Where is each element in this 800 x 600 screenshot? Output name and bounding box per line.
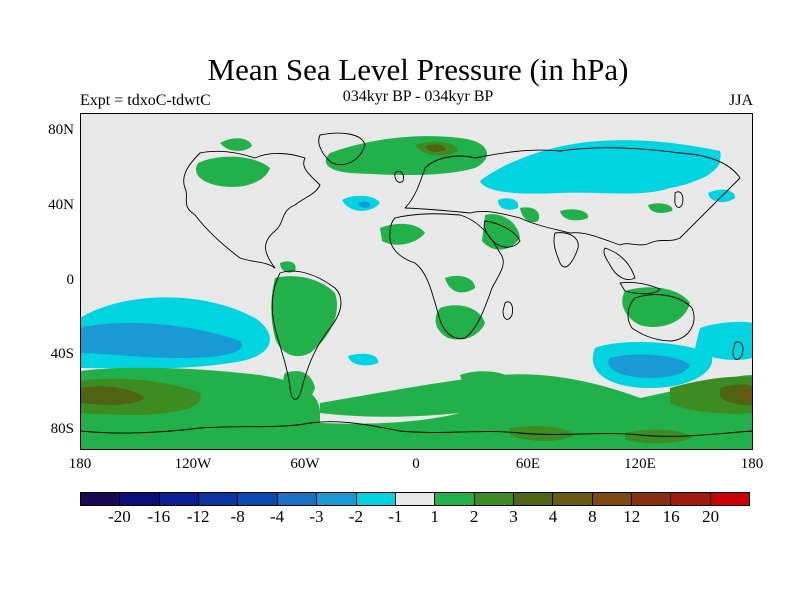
colorbar-swatch [199,493,239,505]
colorbar-label: 1 [430,507,439,526]
anomaly-cyan-south-atlantic [348,353,379,366]
colorbar [80,492,750,506]
coast-south-america [271,270,342,400]
colorbar-label: -3 [309,507,324,526]
y-tick-label: 40S [50,346,74,362]
colorbar-label: 2 [469,507,479,526]
anomaly-green-africa-central [445,275,475,293]
colorbar-swatch [474,493,514,505]
anomaly-cyan-pacific-west [708,189,735,203]
anomaly-background-antarctic-gap [320,413,460,424]
colorbar-swatch [671,493,711,505]
map-frame [80,113,753,450]
coast-indonesia [619,282,661,295]
anomaly-brown-tasman-south [738,389,753,401]
coast-greenland [318,132,366,165]
colorbar-label: -1 [388,507,403,526]
coast-north-america [183,150,321,269]
colorbar-label: 3 [509,507,518,526]
coast-new-zealand [732,341,744,360]
anomaly-green-canada [195,156,270,188]
anomaly-green-asia [520,207,540,223]
colorbar-swatch [592,493,633,505]
y-tick-label: 0 [66,272,75,288]
colorbar-swatch [238,493,278,505]
anomaly-blue-indian [608,354,690,378]
colorbar-swatch [632,493,672,505]
colorbar-swatch [710,493,750,505]
anomaly-blue-south-pacific [80,322,242,358]
colorbar-label: 4 [548,507,558,526]
coast-arabia [483,220,521,248]
coast-southeast-asia [603,247,636,280]
coast-uk [394,170,404,183]
anomaly-green-south-america [271,276,338,357]
colorbar-swatch [159,493,200,505]
anomaly-cyan-north-pacific-east [640,147,720,185]
y-tick-label: 80N [48,122,74,138]
colorbar-label: 12 [623,507,641,526]
colorbar-label: -2 [348,507,363,526]
x-tick-label: 180 [68,456,92,472]
anomaly-olive-southern-ocean-west [80,386,145,405]
colorbar-swatch [356,493,396,505]
colorbar-swatch [277,493,318,505]
colorbar-swatch [513,493,554,505]
anomaly-green-pacific-east [560,209,589,221]
colorbar-label: -20 [108,507,131,526]
period-label: 034kyr BP - 034kyr BP [342,88,494,105]
colorbar-swatch [435,493,475,505]
colorbar-label: 16 [662,507,680,526]
colorbar-swatch [81,493,121,505]
chart-title: Mean Sea Level Pressure (in hPa) [207,52,629,87]
anomaly-cyan-pacific-small [498,198,519,210]
anomaly-green-pacific-west [648,203,673,213]
colorbar-swatch [120,493,160,505]
x-tick-label: 120E [624,456,656,472]
anomaly-green-south-atlantic-east [460,371,515,395]
x-tick-label: 60E [515,456,541,472]
coast-antarctica [79,421,754,437]
y-tick-label: 40N [48,197,74,213]
colorbar-label: -12 [186,507,210,526]
anomaly-green-arabia [482,214,520,250]
coast-africa [389,213,504,339]
coast-japan [674,191,684,208]
colorbar-swatch [395,493,436,505]
anomaly-darkgreen-antarctic [510,425,575,441]
colorbar-label: 8 [588,507,597,526]
anomaly-green-africa-north [380,223,425,245]
x-tick-label: 180 [740,456,764,472]
colorbar-swatch [317,493,357,505]
colorbar-label: -4 [269,507,285,526]
coast-madagascar [502,301,513,320]
colorbar-swatch [553,493,593,505]
coast-india [553,232,579,268]
x-tick-label: 120W [174,456,212,472]
colorbar-label: 20 [702,507,720,526]
season-label: JJA [728,92,753,109]
coast-europe-asia [404,147,741,246]
y-tick-label: 80S [50,421,74,437]
map-panel [79,113,754,450]
anomaly-olive-tasman-south [720,384,753,406]
colorbar-label: -8 [230,507,245,526]
coastlines [79,132,754,437]
anomaly-cyan-tasman [695,321,753,360]
anomaly-blue-atlantic [358,201,371,208]
experiment-label: Expt = tdxoC-tdwtC [80,92,211,109]
anomaly-olive-scandinavia [425,144,446,152]
anomaly-green-south-africa [435,305,485,340]
x-tick-label: 60W [290,456,320,472]
coast-australia [627,294,695,342]
anomaly-green-canada-west [220,138,252,151]
x-tick-label: 0 [412,456,420,472]
pressure-anomaly-map [79,113,754,450]
colorbar-label: -16 [147,507,171,526]
anomaly-green-caribbean [280,261,296,273]
